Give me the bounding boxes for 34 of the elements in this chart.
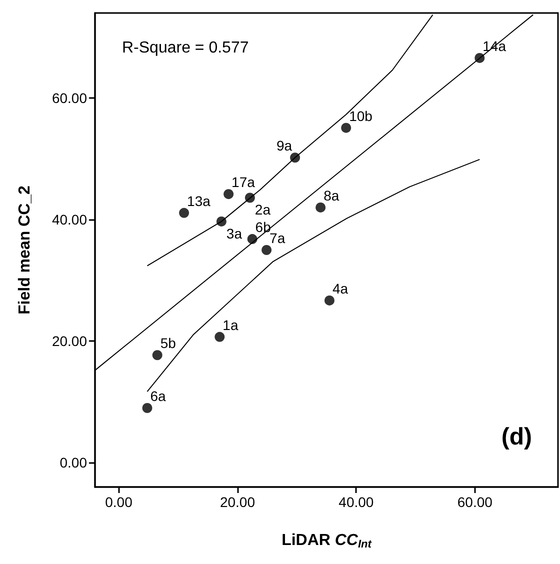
point (152, 350, 162, 360)
y-tick-label: 20.00 (52, 333, 88, 350)
annotation: 7a (270, 230, 286, 246)
point (316, 202, 326, 212)
annotation: 4a (332, 280, 348, 296)
point (224, 189, 234, 200)
x-tick-label: 60.00 (457, 494, 493, 510)
annotation: (d) (501, 424, 532, 450)
annotation: 5b (160, 335, 176, 352)
y-tick-label: 60.00 (52, 90, 88, 106)
x-tick-label: 20.00 (220, 494, 256, 510)
point (324, 295, 334, 306)
point (179, 208, 190, 218)
annotation: 13a (187, 192, 211, 209)
annotation: 8a (324, 187, 340, 204)
annotation: 2a (254, 202, 271, 218)
annotation: 9a (276, 138, 292, 154)
annotation: R-Square = 0.577 (122, 40, 249, 56)
annotation: 1a (222, 316, 238, 333)
y-tick-label: 0.00 (60, 454, 88, 471)
y-tick-label: 40.00 (52, 212, 88, 228)
point (142, 403, 152, 413)
y-axis-title: Field mean CC_2 (16, 185, 34, 314)
point (214, 332, 225, 342)
x-tick-label: 0.00 (105, 494, 133, 510)
annotation: 3a (226, 225, 242, 242)
annotation: 17a (232, 174, 256, 190)
line-series (146, 158, 480, 392)
annotation: 6a (150, 388, 166, 404)
annotation: 10b (349, 108, 373, 124)
annotation: 6b (255, 219, 272, 236)
x-tick-label: 40.00 (338, 494, 374, 510)
point (262, 245, 272, 255)
point (341, 122, 352, 133)
